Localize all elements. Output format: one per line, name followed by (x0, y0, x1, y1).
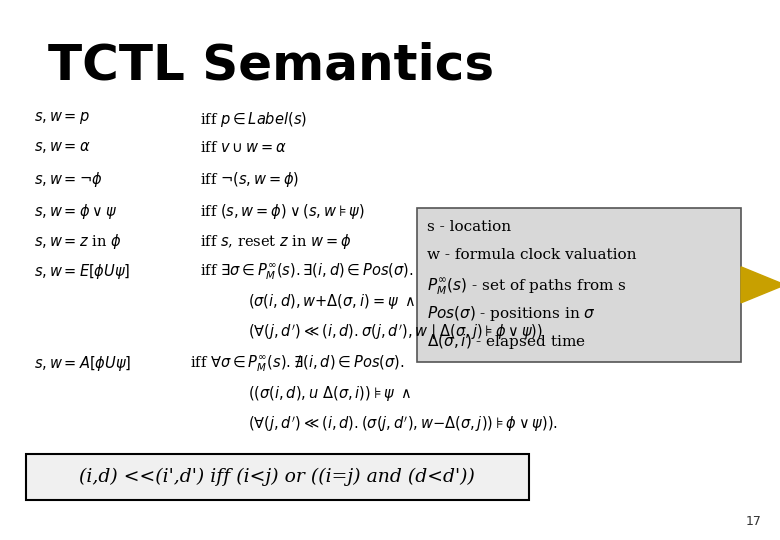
Text: iff $p \in Label(s)$: iff $p \in Label(s)$ (200, 110, 307, 129)
Text: $((\sigma(i,d),u\ \Delta(\sigma,i)) \models \psi\ \wedge$: $((\sigma(i,d),u\ \Delta(\sigma,i)) \mod… (248, 384, 412, 403)
Text: s - location: s - location (427, 220, 512, 234)
Text: $Pos(\sigma)$ - positions in $\sigma$: $Pos(\sigma)$ - positions in $\sigma$ (427, 304, 596, 323)
Text: $(\forall(j,d') \ll (i,d).(\sigma(j,d'),w{-}\Delta(\sigma,j)) \models \phi \vee : $(\forall(j,d') \ll (i,d).(\sigma(j,d'),… (248, 414, 558, 434)
Bar (26, 454, 529, 500)
Text: $s,w = E[\phi U\psi]$: $s,w = E[\phi U\psi]$ (34, 262, 130, 281)
Text: TCTL Semantics: TCTL Semantics (48, 42, 494, 90)
Text: (i,d) <<(i',d') iff (i<j) or ((i=j) and (d<d')): (i,d) <<(i',d') iff (i<j) or ((i=j) and … (80, 468, 475, 485)
Text: $s,w = p$: $s,w = p$ (34, 110, 90, 126)
Text: $P_M^{\infty}(s)$ - set of paths from s: $P_M^{\infty}(s)$ - set of paths from s (427, 276, 627, 296)
Text: iff $(s,w = \phi) \vee (s,w \models \psi)$: iff $(s,w = \phi) \vee (s,w \models \psi… (200, 202, 365, 221)
Text: $s,w = A[\phi U\psi]$: $s,w = A[\phi U\psi]$ (34, 354, 131, 373)
Text: iff $\forall\sigma \in P_M^{\infty}(s).\nexists(i,d) \in Pos(\sigma).$: iff $\forall\sigma \in P_M^{\infty}(s).\… (190, 354, 405, 375)
Text: $s,w = \alpha$: $s,w = \alpha$ (34, 140, 90, 155)
Text: iff $s$, reset $z$ in $w = \phi$: iff $s$, reset $z$ in $w = \phi$ (200, 232, 352, 251)
Text: $s,w = \phi \vee \psi$: $s,w = \phi \vee \psi$ (34, 202, 117, 221)
Text: 17: 17 (746, 515, 762, 528)
Text: iff $\neg(s,w = \phi)$: iff $\neg(s,w = \phi)$ (200, 170, 300, 189)
Text: iff $\exists\sigma \in P_M^{\infty}(s).\exists(i,d) \in Pos(\sigma).$: iff $\exists\sigma \in P_M^{\infty}(s).\… (200, 262, 413, 282)
Text: iff $v \cup w = \alpha$: iff $v \cup w = \alpha$ (200, 140, 286, 155)
Text: $(\sigma(i,d), w{+}\Delta(\sigma,i) = \psi\ \wedge$: $(\sigma(i,d), w{+}\Delta(\sigma,i) = \p… (248, 292, 415, 311)
Text: $s,w = z$ in $\phi$: $s,w = z$ in $\phi$ (34, 232, 121, 251)
Text: $\Delta(\sigma,i)$ - elapsed time: $\Delta(\sigma,i)$ - elapsed time (427, 332, 586, 351)
Text: $s,w = \neg\phi$: $s,w = \neg\phi$ (34, 170, 102, 189)
Polygon shape (741, 267, 780, 303)
Text: w - formula clock valuation: w - formula clock valuation (427, 248, 636, 262)
Bar (417, 208, 741, 362)
Text: $(\forall(j,d') \ll (i,d).\sigma(j,d'),w\mid\Delta(\sigma,j) \models \phi \vee \: $(\forall(j,d') \ll (i,d).\sigma(j,d'),w… (248, 322, 543, 342)
